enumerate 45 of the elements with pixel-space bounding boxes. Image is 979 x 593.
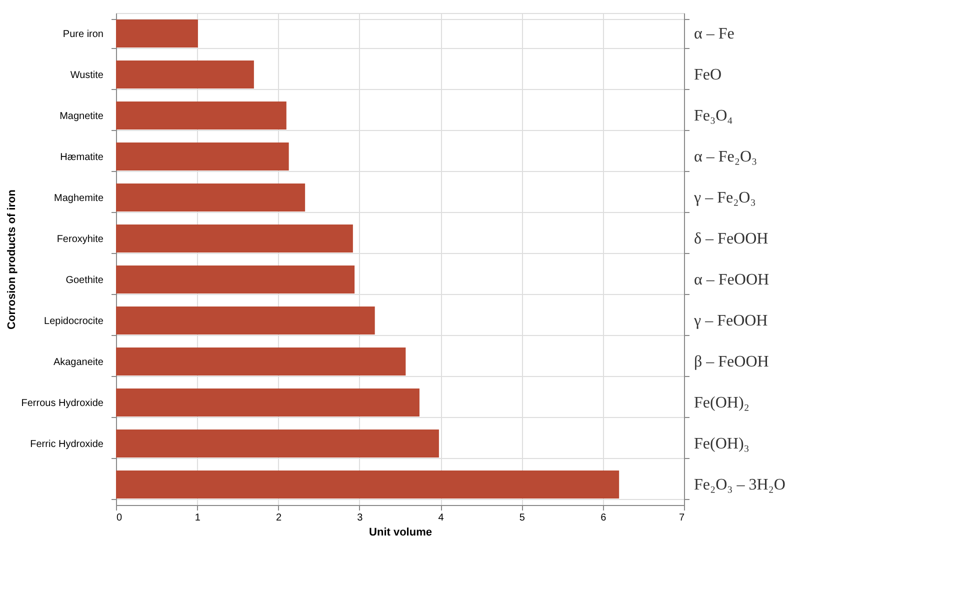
y2-tick-label: Fe₃O₄ bbox=[694, 108, 734, 124]
bar bbox=[116, 20, 198, 48]
bar bbox=[116, 266, 355, 294]
y-tick-label: Ferrous Hydroxide bbox=[21, 398, 104, 409]
y-tick-label: Lepidocrocite bbox=[44, 316, 104, 327]
bar bbox=[116, 430, 439, 458]
x-tick-label: 1 bbox=[194, 512, 201, 524]
bar bbox=[116, 142, 289, 170]
x-tick-label: 3 bbox=[357, 512, 364, 524]
x-tick-label: 5 bbox=[519, 512, 526, 524]
y-tick-label: Feroxyhite bbox=[56, 234, 104, 245]
y2-tick-label: Fe₂O₃ – 3H₂O bbox=[694, 476, 786, 494]
x-tick-label: 7 bbox=[678, 512, 685, 524]
y-tick-label: Wustite bbox=[70, 70, 104, 81]
bar bbox=[116, 60, 254, 88]
y2-tick-label: Fe(OH)₃ bbox=[694, 436, 750, 452]
y-axis-title: Corrosion products of iron bbox=[6, 189, 18, 330]
x-tick-label: 6 bbox=[600, 512, 607, 524]
x-tick-label: 4 bbox=[438, 512, 444, 524]
y-tick-label: Pure iron bbox=[62, 29, 104, 40]
bar bbox=[116, 388, 420, 416]
y-tick-label: Ferric Hydroxide bbox=[30, 439, 104, 450]
y2-tick-label: α – Fe₂O₃ bbox=[694, 148, 758, 166]
bar bbox=[116, 470, 620, 498]
x-axis-title: Unit volume bbox=[369, 526, 432, 538]
y-tick-label: Maghemite bbox=[54, 193, 104, 204]
y2-tick-label: Fe(OH)₂ bbox=[694, 394, 750, 412]
bar bbox=[116, 348, 406, 376]
x-tick-label: 2 bbox=[276, 512, 282, 524]
bar bbox=[116, 102, 286, 130]
y2-tick-label: β – FeOOH bbox=[694, 354, 770, 370]
y2-tick-label: FeO bbox=[694, 66, 722, 84]
y2-tick-label: α – FeOOH bbox=[694, 272, 770, 288]
y2-tick-label: γ – FeOOH bbox=[693, 312, 768, 330]
y-tick-label: Goethite bbox=[66, 275, 104, 286]
x-tick-label: 0 bbox=[116, 512, 122, 524]
y-tick-label: Hæmatite bbox=[60, 152, 104, 163]
bar bbox=[116, 184, 306, 212]
y-tick-label: Magnetite bbox=[60, 111, 104, 122]
bar bbox=[116, 306, 375, 334]
y2-tick-label: δ – FeOOH bbox=[694, 230, 769, 248]
bar bbox=[116, 224, 353, 252]
y-tick-label: Akaganeite bbox=[53, 357, 104, 368]
y2-tick-label: α – Fe bbox=[694, 26, 734, 42]
y2-tick-label: γ – Fe₂O₃ bbox=[693, 190, 756, 206]
